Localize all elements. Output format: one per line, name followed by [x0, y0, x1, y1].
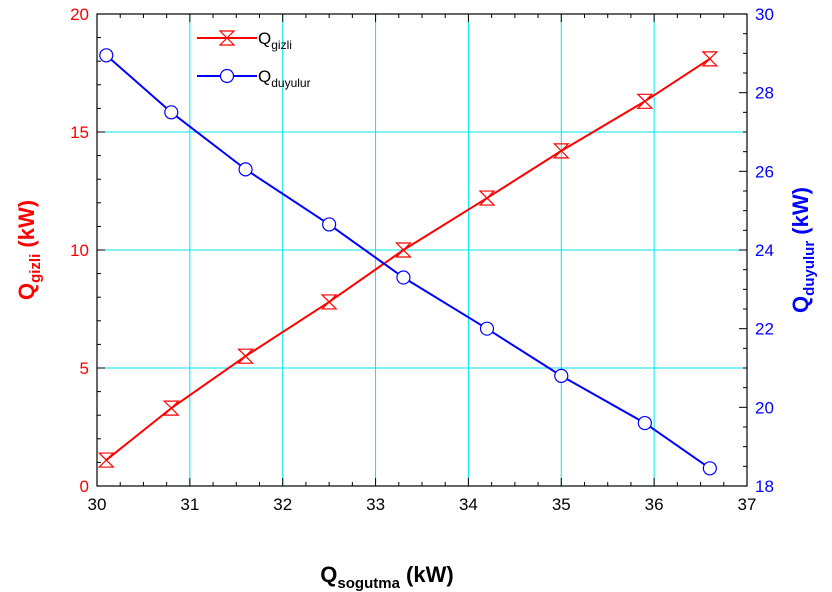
circle-marker: [479, 321, 495, 336]
series-line: [105, 58, 711, 461]
x-axis-title-unit: (kW): [400, 562, 454, 587]
legend: Qgizli Qduyulur: [197, 29, 311, 90]
circle-marker: [219, 68, 235, 84]
right-y-tick-label: 20: [755, 398, 774, 417]
hourglass-marker: [218, 30, 236, 46]
hourglass-marker: [552, 143, 570, 159]
hourglass-marker: [320, 294, 338, 310]
x-axis-title-sub: sogutma: [337, 575, 400, 592]
x-axis-title-main: Q: [320, 562, 337, 587]
legend-label: Qduyulur: [258, 67, 311, 90]
circle-marker: [396, 270, 411, 285]
right-y-axis-title-main: Q: [788, 296, 813, 313]
circle-marker: [99, 48, 114, 63]
right-y-tick-label: 18: [755, 477, 774, 496]
left-y-tick-label: 10: [70, 241, 89, 260]
ticks: 30 31 32 33 34 35 36 37 0 5 10 15 20 18 20 22 24 26 28 30: [70, 5, 774, 514]
x-tick-label: 34: [459, 495, 478, 514]
x-tick-label: 36: [645, 495, 664, 514]
legend-item: Qgizli: [197, 29, 292, 52]
right-y-tick-label: 28: [755, 84, 774, 103]
x-tick-label: 30: [88, 495, 107, 514]
circle-marker: [164, 105, 179, 120]
hourglass-marker: [394, 242, 412, 258]
grid: [97, 14, 747, 486]
right-y-axis-title: Qduyulur (kW): [788, 187, 818, 313]
right-y-tick-label: 30: [755, 5, 774, 24]
left-y-axis-title-unit: (kW): [14, 200, 39, 254]
circle-marker: [702, 461, 717, 476]
series-duyulur: [99, 48, 717, 476]
circle-marker: [637, 415, 652, 431]
left-y-tick-label: 5: [80, 359, 89, 378]
hourglass-marker: [636, 93, 654, 109]
hourglass-marker: [237, 348, 255, 364]
x-tick-label: 33: [366, 495, 385, 514]
right-y-tick-label: 22: [755, 320, 774, 339]
hourglass-marker: [162, 400, 180, 416]
x-tick-label: 35: [552, 495, 571, 514]
left-y-tick-label: 15: [70, 123, 89, 142]
series-layer: [97, 48, 719, 476]
circle-marker: [238, 162, 253, 177]
x-tick-label: 32: [273, 495, 292, 514]
hourglass-marker: [478, 190, 496, 206]
legend-label: Qgizli: [258, 29, 292, 52]
right-y-axis-title-sub: duyulur: [801, 241, 818, 296]
circle-marker: [322, 217, 337, 232]
right-y-tick-label: 26: [755, 162, 774, 181]
right-y-axis-title-unit: (kW): [788, 187, 813, 241]
x-axis-title: Qsogutma (kW): [320, 562, 453, 592]
left-y-tick-label: 20: [70, 5, 89, 24]
hourglass-marker: [701, 51, 719, 67]
circle-marker: [554, 368, 569, 383]
left-y-axis-title-main: Q: [14, 283, 39, 300]
hourglass-marker: [97, 452, 115, 468]
x-tick-label: 31: [180, 495, 199, 514]
left-y-axis-title: Qgizli (kW): [14, 200, 44, 300]
x-tick-label: 37: [738, 495, 757, 514]
right-y-tick-label: 24: [755, 241, 774, 260]
left-y-axis-title-sub: gizli: [27, 254, 44, 283]
series-gizli: [97, 51, 719, 468]
legend-item: Qduyulur: [197, 67, 311, 90]
left-y-tick-label: 0: [80, 477, 89, 496]
